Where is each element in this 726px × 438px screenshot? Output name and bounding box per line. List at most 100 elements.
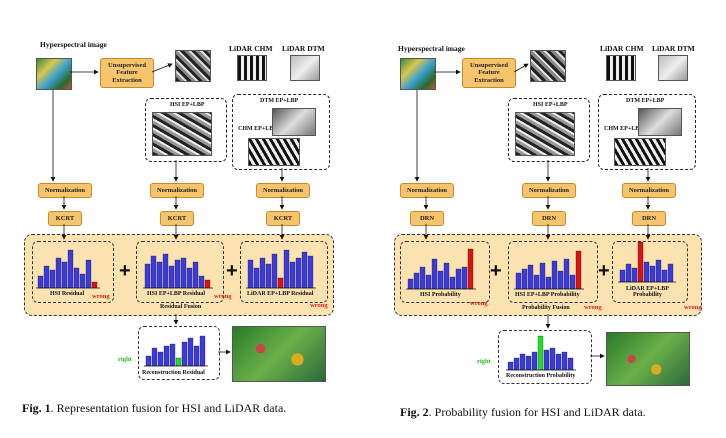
dtm-eplbp-image [638, 108, 682, 136]
plus-icon-2: + [226, 260, 238, 282]
histogram-bar [271, 253, 278, 289]
fusion-label: Probability Fusion [522, 305, 570, 311]
lidar-chm-image [606, 55, 636, 81]
histogram-bar [192, 261, 199, 289]
histogram-bar [643, 261, 650, 283]
histogram-hsi-residual [36, 249, 100, 289]
band-label-3: LiDAR EP+LBP Probability [626, 286, 669, 298]
histogram-bar [67, 249, 74, 289]
connector-arrow [151, 63, 173, 73]
histogram-bar [443, 262, 450, 290]
feature-extraction-box: Unsupervised Feature Extraction [100, 58, 154, 88]
histogram-bar [37, 275, 44, 289]
dtm-eplbp-label: DTM EP+LBP [626, 98, 665, 104]
reconstruction-box [138, 326, 220, 380]
histogram-bar [73, 267, 80, 289]
chm-eplbp-label: CHM EP+LBP [604, 126, 643, 132]
histogram-bar [168, 265, 175, 289]
hsi-title: Hyperspectral image [40, 40, 107, 49]
hsi-title: Hyperspectral image [398, 44, 465, 53]
histogram-lidar-eplbp-residual [246, 249, 316, 289]
hsi-eplbp-label: HSI EP+LBP [170, 102, 205, 108]
histogram-bar [187, 337, 194, 367]
fusion-label: Residual Fusion [160, 304, 202, 310]
histogram-bar [625, 263, 632, 283]
histogram-bar [43, 265, 50, 289]
model-box-2: DRN [532, 211, 566, 226]
histogram-bar [619, 269, 626, 283]
histogram-bar [79, 273, 86, 289]
histogram-bar [289, 261, 296, 289]
band-box-2 [136, 241, 224, 303]
histogram-bar [295, 257, 302, 289]
histogram-bar [515, 272, 522, 290]
histogram-bar [174, 259, 181, 289]
histogram-bar [557, 270, 564, 290]
histogram-bar [513, 357, 520, 371]
histogram-bar [265, 263, 272, 289]
histogram-bar [567, 357, 574, 371]
histogram-bar [157, 351, 164, 367]
histogram-bar [144, 263, 151, 289]
lidar-eplbp-box [598, 94, 696, 170]
model-box-1: KCRT [48, 211, 82, 226]
classification-map-image [232, 326, 326, 382]
histogram-bar [253, 267, 260, 289]
histogram-bar [181, 341, 188, 367]
histogram-lidar-eplbp-probability [618, 241, 676, 283]
plus-icon-1: + [490, 260, 502, 282]
normalization-box-1: Normalization [400, 183, 454, 198]
histogram-hsi-eplbp-probability [514, 250, 584, 290]
histogram-bar [91, 281, 98, 289]
histogram-bar [198, 275, 205, 289]
wrong-label-2: wrong [214, 293, 232, 300]
band-label-3: LiDAR EP+LBP Residual [247, 291, 314, 297]
histogram-bar [661, 269, 668, 283]
histogram-bar [449, 276, 456, 290]
ep-stack-image [530, 50, 566, 82]
plus-icon-2: + [598, 260, 610, 282]
histogram-hsi-eplbp-residual [143, 253, 213, 289]
band-label-2: HSI EP+LBP Probability [515, 292, 580, 298]
histogram-bar [537, 335, 544, 371]
histogram-bar [461, 266, 468, 290]
histogram-bar [169, 343, 176, 367]
histogram-bar [193, 345, 200, 367]
ep-stack-image [175, 50, 211, 82]
histogram-bar [549, 347, 556, 371]
histogram-bar [413, 272, 420, 290]
band-box-2 [508, 241, 598, 303]
histogram-bar [283, 249, 290, 289]
histogram-bar [431, 258, 438, 290]
histogram-bar [531, 351, 538, 371]
normalization-box-3: Normalization [622, 183, 676, 198]
histogram-reconstruction-residual [144, 335, 208, 367]
wrong-label-3: wrong [684, 304, 702, 311]
histogram-bar [539, 262, 546, 290]
model-box-1: DRN [410, 211, 444, 226]
histogram-bar [455, 268, 462, 290]
band-box-1 [400, 241, 490, 303]
model-box-3: KCRT [266, 211, 300, 226]
right-label: right [118, 356, 132, 363]
histogram-bar [551, 260, 558, 290]
histogram-bar [186, 267, 193, 289]
histogram-hsi-probability [406, 248, 476, 290]
histogram-bar [163, 345, 170, 367]
figure-caption: Fig. 1. Representation fusion for HSI an… [22, 401, 286, 416]
lidar-chm-image [237, 55, 267, 81]
classification-map-image [606, 332, 690, 386]
histogram-bar [569, 274, 576, 290]
dtm-eplbp-image [272, 108, 316, 136]
dtm-eplbp-label: DTM EP+LBP [260, 98, 299, 104]
normalization-box-3: Normalization [256, 183, 310, 198]
histogram-bar [507, 361, 514, 371]
histogram-bar [555, 353, 562, 371]
wrong-label-2: wrong [584, 304, 602, 311]
feature-extraction-box: Unsupervised Feature Extraction [462, 58, 516, 88]
histogram-bar [156, 261, 163, 289]
figure-caption: Fig. 2. Probability fusion for HSI and L… [400, 405, 646, 420]
histogram-bar [55, 257, 62, 289]
histogram-bar [162, 253, 169, 289]
